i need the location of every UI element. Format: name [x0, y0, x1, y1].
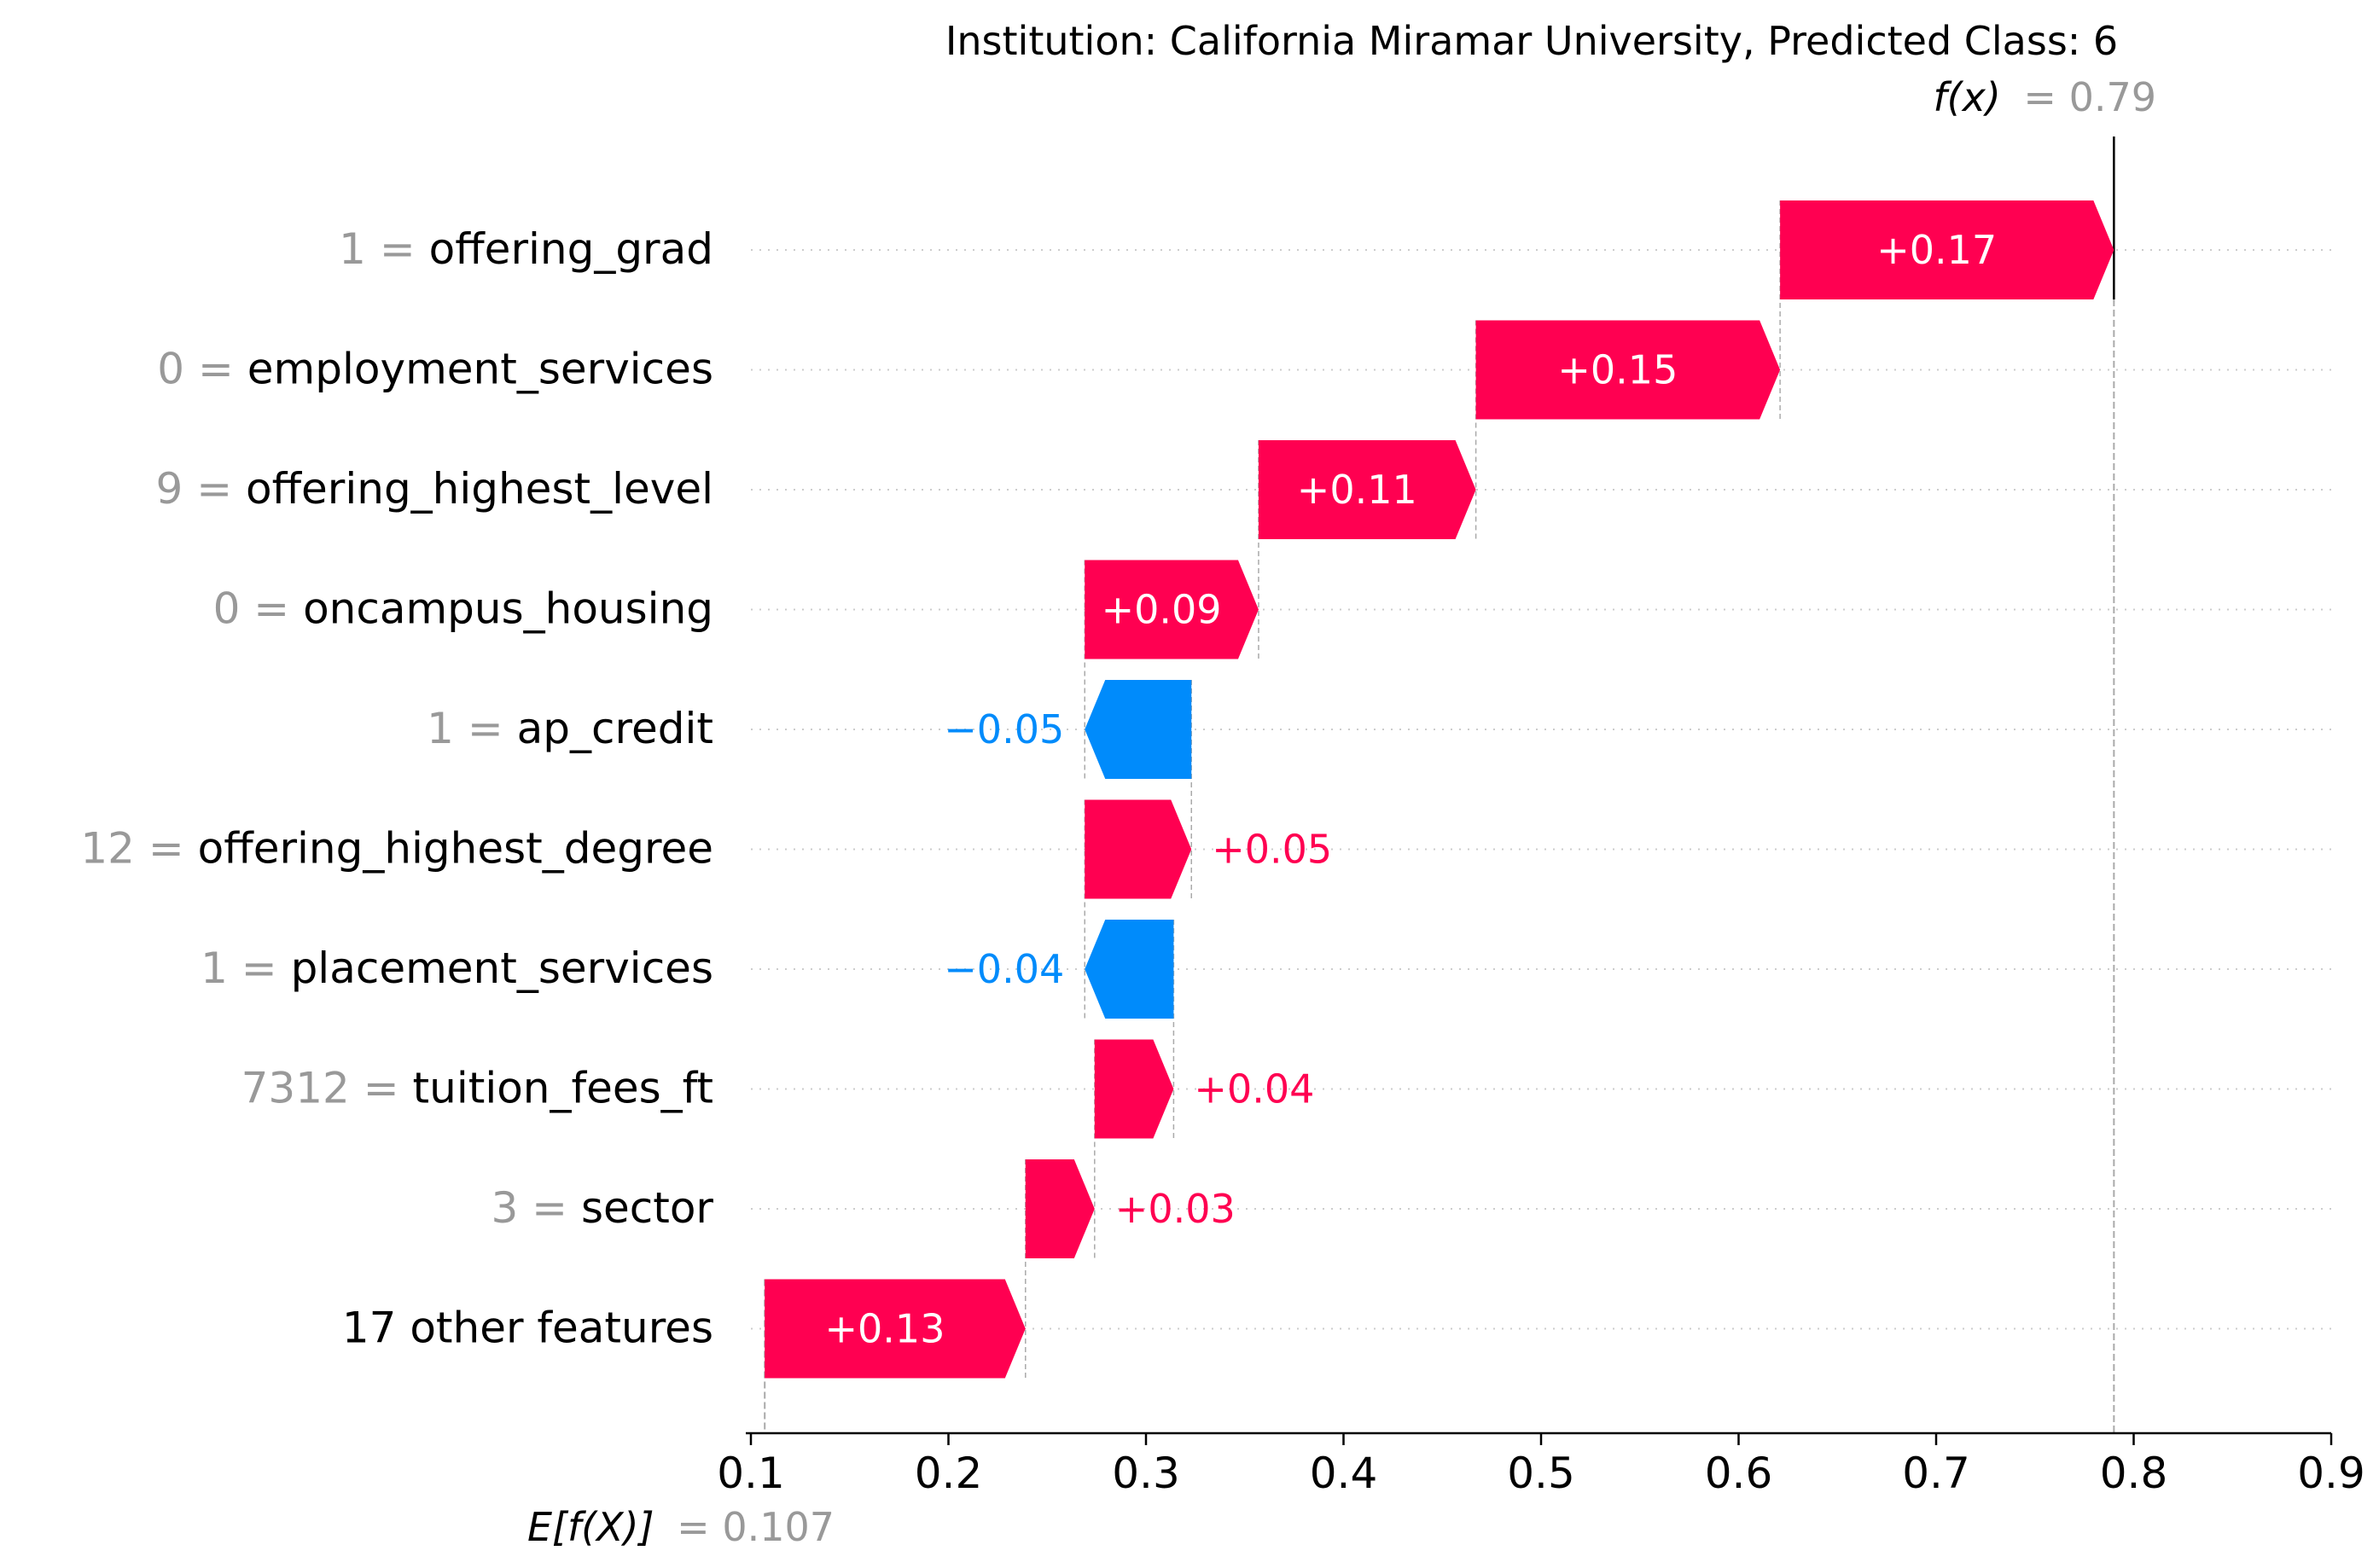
contribution-label: +0.04 [1194, 1066, 1314, 1112]
output-annotation: f(x) = 0.79 [1933, 74, 2156, 120]
x-tick-label: 0.3 [1112, 1449, 1180, 1498]
svg-text:E[f(X)] = 0.107: E[f(X)] = 0.107 [527, 1504, 835, 1550]
output-label: f(x) [1933, 74, 2000, 120]
feature-value: 12 = [80, 824, 197, 874]
feature-label: 1 = offering_grad [339, 224, 713, 274]
contribution-label: +0.17 [1876, 227, 1997, 273]
feature-bar [1780, 200, 2114, 299]
feature-bar [1475, 320, 1781, 420]
feature-bar [1085, 799, 1192, 899]
feature-bar [765, 1279, 1026, 1379]
svg-text:f(x) = 0.79: f(x) = 0.79 [1933, 74, 2156, 120]
feature-value: 1 = [339, 224, 429, 274]
feature-name: ap_credit [517, 704, 713, 753]
feature-bar [1085, 560, 1259, 659]
feature-value: 0 = [213, 584, 304, 634]
contribution-label: +0.11 [1297, 467, 1417, 513]
feature-bar [1085, 680, 1192, 779]
feature-label: 3 = sector [491, 1183, 713, 1233]
reference-lines [764, 136, 2115, 1433]
feature-labels: +0.17 1 = offering_grad +0.15 0 = employmen… [80, 224, 1997, 1353]
feature-value: 3 = [491, 1183, 581, 1233]
contribution-label: +0.15 [1557, 347, 1678, 393]
feature-name: 17 other features [342, 1304, 713, 1353]
contribution-label: −0.04 [944, 946, 1064, 992]
feature-name: placement_services [291, 944, 713, 993]
feature-name: employment_services [247, 345, 713, 394]
feature-label: 0 = employment_services [157, 345, 713, 394]
x-tick-label: 0.2 [915, 1449, 983, 1498]
feature-name: offering_highest_level [246, 464, 713, 514]
feature-label: 1 = ap_credit [427, 704, 713, 753]
feature-label: 12 = offering_highest_degree [80, 824, 713, 874]
feature-label: 1 = placement_services [201, 944, 713, 993]
feature-name: offering_highest_degree [198, 824, 713, 874]
feature-name: oncampus_housing [303, 584, 713, 634]
x-axis: 0.1 0.2 0.3 0.4 0.5 0.6 0.7 0.8 0.9 [717, 1432, 2365, 1498]
feature-label: 7312 = tuition_fees_ft [241, 1064, 713, 1113]
base-annotation: E[f(X)] = 0.107 [527, 1504, 835, 1550]
contribution-label: +0.09 [1102, 587, 1222, 633]
feature-value: 1 = [427, 704, 517, 753]
feature-label: 9 = offering_highest_level [156, 464, 714, 514]
base-value: = 0.107 [677, 1504, 835, 1550]
feature-label: 0 = oncampus_housing [213, 584, 713, 634]
feature-label: 17 other features [342, 1304, 713, 1353]
x-tick-label: 0.1 [717, 1449, 785, 1498]
feature-bars [765, 200, 2114, 1379]
feature-name: tuition_fees_ft [413, 1064, 713, 1113]
feature-value: 1 = [201, 944, 291, 993]
feature-bar [1258, 440, 1476, 539]
feature-value: 9 = [156, 464, 247, 514]
x-tick-label: 0.9 [2297, 1449, 2365, 1498]
x-tick-label: 0.6 [1705, 1449, 1773, 1498]
x-tick-label: 0.8 [2100, 1449, 2168, 1498]
feature-name: offering_grad [429, 224, 713, 274]
feature-value: 0 = [157, 345, 247, 394]
contribution-label: −0.05 [944, 706, 1064, 752]
feature-name: sector [581, 1183, 713, 1233]
chart-title: Institution: California Miramar Universi… [945, 18, 2118, 64]
feature-bar [1094, 1039, 1174, 1139]
x-tick-label: 0.7 [1902, 1449, 1970, 1498]
x-tick-label: 0.5 [1507, 1449, 1575, 1498]
feature-value: 7312 = [241, 1064, 413, 1113]
feature-bar [1085, 920, 1174, 1019]
output-value: = 0.79 [2023, 74, 2156, 120]
contribution-label: +0.03 [1115, 1186, 1236, 1232]
base-label: E[f(X)] [527, 1504, 654, 1550]
feature-bar [1025, 1159, 1095, 1258]
x-tick-label: 0.4 [1310, 1449, 1378, 1498]
contribution-label: +0.13 [825, 1306, 945, 1352]
contribution-label: +0.05 [1212, 827, 1332, 873]
